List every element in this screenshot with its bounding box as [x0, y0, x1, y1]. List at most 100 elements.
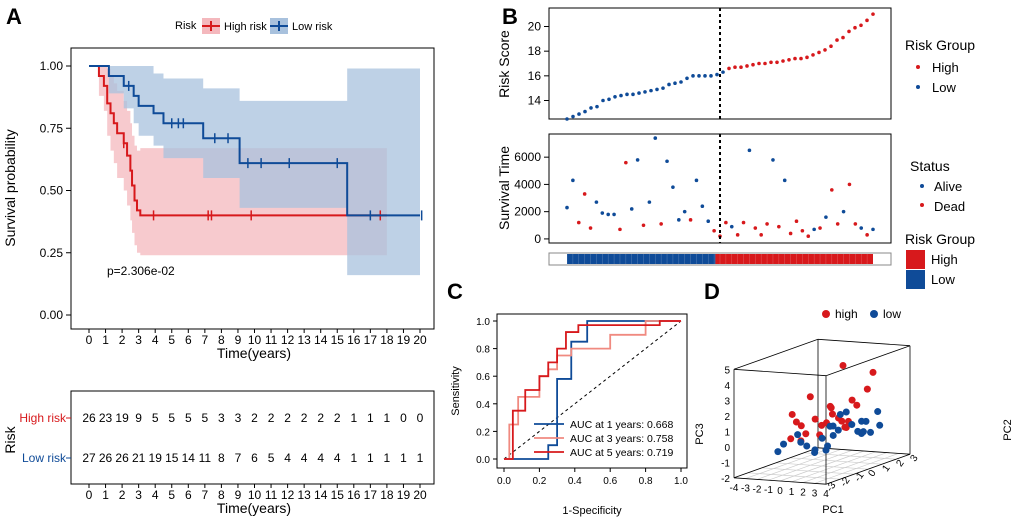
roc-legend-label-2: AUC at 3 years: 0.758 — [570, 433, 673, 445]
risk-table-x-tick-label: 2 — [119, 488, 126, 502]
survival-time-point-alive — [859, 226, 864, 230]
pca-pc1-tick-label: 1 — [789, 487, 795, 498]
survival-time-point-alive — [671, 185, 675, 189]
risk-score-point-high — [793, 56, 797, 61]
roc-diagonal-line — [503, 320, 682, 460]
risk-score-point-high — [781, 59, 785, 63]
km-p-value: p=2.306e-02 — [107, 264, 175, 278]
survival-time-point-dead — [865, 233, 869, 237]
risk-score-point-low — [637, 91, 641, 95]
risk-table-cell: 3 — [235, 411, 242, 425]
survival-time-point-alive — [871, 227, 875, 232]
pca-pc2-tick-label: 2 — [894, 458, 906, 469]
risk-group-legend-low-dot — [916, 85, 920, 89]
survival-time-point-alive — [824, 215, 828, 219]
risk-group-legend-high-label: High — [932, 60, 959, 75]
pca-point-high — [818, 421, 826, 429]
survival-time-y-tick-label: 4000 — [514, 177, 541, 191]
risk-table-x-ticks: 0 1 2 3 4 5 6 7 8 9 10 11 12 13 14 15 16 17 18 19 20 — [86, 484, 427, 502]
pca-point-high — [828, 410, 836, 418]
risk-score-point-low — [685, 76, 689, 81]
risk-table-cell: 19 — [115, 411, 129, 425]
km-y-label: Survival probability — [2, 129, 18, 247]
risk-score-points — [565, 12, 875, 121]
risk-score-point-low — [577, 112, 581, 116]
survival-time-point-alive — [571, 178, 575, 183]
risk-score-point-high — [733, 65, 737, 69]
risk-table-cell: 2 — [301, 411, 308, 425]
pca-point-high — [811, 415, 819, 423]
pca-point-high — [839, 362, 847, 369]
km-legend-low: Low risk — [270, 18, 333, 34]
survival-time-point-alive — [729, 224, 734, 229]
risk-score-y-label: Risk Score — [496, 30, 512, 98]
km-y-tick-label: 0.50 — [40, 184, 64, 198]
survival-time-point-dead — [759, 233, 763, 237]
survival-time-point-alive — [771, 158, 775, 162]
risk-score-y-tick-label: 18 — [528, 44, 542, 58]
km-legend-low-label: Low risk — [292, 21, 333, 33]
km-plot: 0.000.250.500.751.00 0 1 2 3 4 5 6 7 8 9 10 11 12 13 1… — [2, 18, 435, 361]
risk-table-x-tick-label: 5 — [168, 488, 175, 502]
risk-score-point-low — [667, 82, 671, 87]
pca-pc2-tick-label: 1 — [880, 463, 892, 474]
roc-x-tick-label: 0.0 — [497, 476, 511, 487]
risk-score-y-ticks: 14 16 18 20 — [528, 20, 549, 108]
risk-table-cell: 2 — [251, 411, 258, 425]
km-x-tick-label: 13 — [297, 333, 311, 347]
pca-point-low — [780, 440, 788, 448]
risk-group-bar-legend-title: Risk Group — [905, 231, 975, 247]
pca-point-high — [806, 393, 814, 401]
risk-group-bar-legend-high-swatch — [906, 250, 925, 269]
roc-curve-2 — [504, 320, 681, 460]
pca-point-low — [848, 421, 856, 429]
risk-table-cell: 0 — [417, 411, 424, 425]
risk-group-bar: Risk Group High Low — [548, 231, 975, 289]
survival-time-point-alive — [606, 212, 610, 217]
pca-point-high — [863, 385, 871, 393]
pca-box — [733, 338, 911, 485]
km-x-label: Time(years) — [217, 345, 291, 361]
pca-pc3-tick-label: 1 — [724, 427, 730, 438]
km-x-tick-label: 10 — [248, 333, 262, 347]
risk-score-point-low — [709, 74, 713, 78]
survival-time-point-dead — [853, 222, 858, 226]
survival-time-y-label: Survival Time — [496, 146, 512, 230]
km-x-ticks: 0 1 2 3 4 5 6 7 8 9 10 11 12 13 14 15 16 17 18 19 20 — [86, 329, 427, 347]
pca-box-edge — [733, 368, 827, 377]
panel-label-d: D — [704, 279, 720, 304]
risk-table-cell: 1 — [384, 451, 391, 465]
km-x-tick-label: 4 — [152, 333, 159, 347]
km-x-tick-label: 1 — [102, 333, 109, 347]
pca-box-edge — [733, 338, 819, 370]
risk-score-point-low — [649, 88, 653, 93]
roc-y-tick-label: 0.0 — [476, 455, 490, 466]
risk-table-x-tick-label: 17 — [364, 488, 378, 502]
risk-table-rows: 26 23 19 9 5 5 5 5 3 3 2 2 2 2 2 2 1 1 1 0 027 26 26 21 19 15 14 11… — [66, 411, 424, 465]
risk-score-point-low — [595, 104, 599, 109]
pca-box-edge — [733, 477, 827, 485]
pca-point-low — [774, 448, 782, 456]
pca-point-low — [794, 431, 802, 439]
risk-table-cell: 2 — [334, 411, 341, 425]
survival-time-point-alive — [653, 136, 658, 140]
risk-table-x-label: Time(years) — [217, 500, 291, 516]
risk-table-cell: 2 — [317, 411, 324, 425]
risk-table-x-tick-label: 18 — [380, 488, 394, 502]
risk-table-x-tick-label: 20 — [413, 488, 427, 502]
survival-time-plot: 0 2000 4000 6000 Survival Time Status Alive… — [496, 133, 965, 246]
survival-time-point-alive — [700, 204, 705, 209]
risk-table-cell: 11 — [199, 451, 212, 465]
pca-pc3-tick-label: -1 — [721, 458, 730, 469]
km-x-tick-label: 11 — [265, 333, 278, 347]
risk-table-cell: 14 — [182, 451, 196, 465]
survival-time-point-dead — [641, 223, 646, 228]
pca-box-edge — [817, 338, 911, 347]
survival-time-y-ticks: 0 2000 4000 6000 — [514, 150, 549, 246]
km-legend-high-label: High risk — [224, 21, 267, 33]
pca-x-label: PC1 — [822, 504, 843, 516]
pca-pc3-tick-label: -2 — [721, 474, 730, 485]
pca-pc1-tick-label: -4 — [730, 483, 739, 494]
survival-time-point-dead — [800, 228, 805, 233]
pca-point-low — [822, 446, 830, 454]
